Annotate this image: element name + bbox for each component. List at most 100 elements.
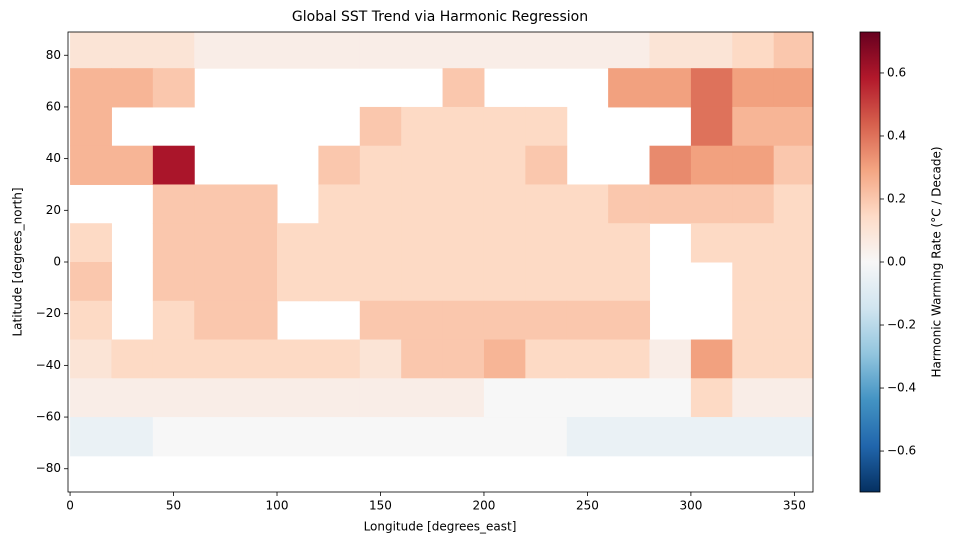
x-tick-label: 200 [473,499,496,513]
heat-cell [359,184,402,224]
colorbar-tick-label: −0.6 [887,444,916,458]
heat-cell [70,300,112,341]
y-tick-label: −80 [36,461,61,475]
x-tick-label: 350 [783,499,806,513]
heat-cell [359,223,402,263]
heat-cell [111,32,154,69]
heat-cell [318,145,361,185]
heat-cell [732,339,775,379]
y-axis-label: Latitude [degrees_north] [11,187,25,336]
heat-cell [359,417,402,457]
heat-cell [235,223,278,263]
heat-cell [235,32,278,69]
heat-cell [525,32,568,69]
y-tick-label: 20 [46,203,61,217]
heat-cell [235,300,278,341]
heat-cell [773,417,813,457]
heat-cell [359,145,402,185]
heat-cell [773,68,813,108]
heat-cell [194,339,237,379]
heat-cell [773,378,813,418]
heat-cell [690,339,733,379]
heat-cell [401,339,444,379]
heat-cell [235,262,278,302]
chart-title: Global SST Trend via Harmonic Regression [292,9,588,25]
heat-cell [401,223,444,263]
heat-cell [773,339,813,379]
heat-cell [732,145,775,185]
heat-cell [318,378,361,418]
heat-cell [525,184,568,224]
heat-cell [401,378,444,418]
heat-cell [70,223,112,263]
heat-cell [152,378,195,418]
heat-cell [732,417,775,457]
heat-cell [277,262,319,302]
heat-cell [690,223,733,263]
heat-cell [732,184,775,224]
x-tick-label: 0 [66,499,74,513]
heat-cell [773,300,813,341]
heat-cell [649,417,692,457]
heat-cell [608,417,651,457]
heat-cell [649,184,692,224]
heat-cell [483,417,526,457]
heat-cell [152,184,195,224]
heat-cell [235,184,278,224]
heat-cell [111,417,154,457]
heat-cell [773,262,813,302]
heat-cell [359,300,402,341]
heat-cell [152,223,195,263]
heat-cell [732,300,775,341]
heat-cell [566,262,609,302]
heat-cell [401,32,444,69]
heat-cell [359,32,402,69]
heat-cell [277,339,319,379]
heat-cell [111,378,154,418]
x-tick-label: 250 [576,499,599,513]
y-tick-label: −20 [36,306,61,320]
heat-cell [277,223,319,263]
heat-cell [152,417,195,457]
heat-cell [70,145,112,185]
heat-cell [649,68,692,108]
heat-cell [359,339,402,379]
colorbar-tick-label: 0.6 [887,65,906,79]
heat-cell [194,300,237,341]
heat-cell [773,106,813,147]
heat-cell [318,223,361,263]
x-tick-label: 100 [266,499,289,513]
heat-cell [152,262,195,302]
x-tick-label: 150 [369,499,392,513]
heat-cell [152,32,195,69]
heat-cell [442,223,485,263]
heat-cell [483,339,526,379]
heat-cell [111,339,154,379]
y-tick-label: −60 [36,410,61,424]
heat-cell [401,184,444,224]
heat-cell [318,184,361,224]
heat-cell [359,106,402,147]
heat-cell [525,300,568,341]
heat-cell [442,339,485,379]
colorbar-tick-label: 0.2 [887,191,906,205]
heat-cell [483,32,526,69]
heat-cell [608,300,651,341]
heat-cell [525,339,568,379]
x-tick-label: 50 [166,499,181,513]
heat-cell [649,378,692,418]
colorbar [859,31,881,493]
heat-cell [773,32,813,69]
heat-cell [401,300,444,341]
x-axis-label: Longitude [degrees_east] [364,520,517,534]
heat-cell [608,68,651,108]
heat-cell [483,106,526,147]
heat-cell [194,32,237,69]
heat-cell [194,378,237,418]
heat-cell [525,106,568,147]
heat-cell [194,262,237,302]
y-tick-label: 40 [46,151,61,165]
heat-cell [235,339,278,379]
heat-cell [483,262,526,302]
